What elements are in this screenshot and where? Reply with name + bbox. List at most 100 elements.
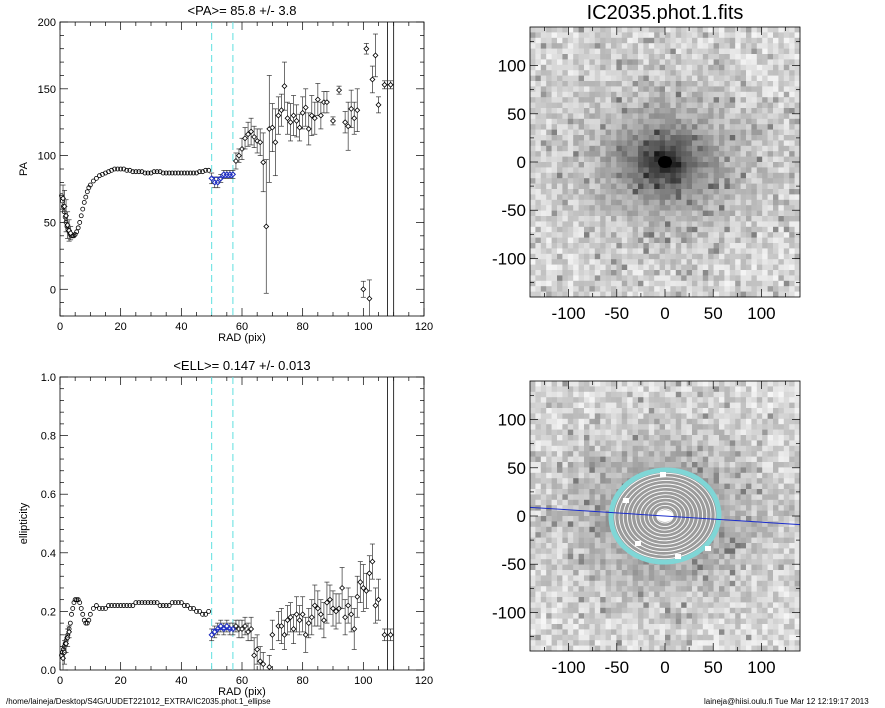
- image-pixel: [724, 70, 731, 76]
- data-point: [97, 173, 102, 179]
- image-pixel: [546, 586, 552, 592]
- image-pixel: [654, 408, 660, 414]
- image-pixel: [751, 27, 758, 33]
- image-pixel: [713, 226, 720, 233]
- image-pixel: [735, 270, 741, 276]
- image-pixel: [643, 253, 650, 260]
- image-pixel: [535, 189, 542, 195]
- image-pixel: [665, 145, 671, 152]
- image-pixel: [762, 75, 768, 82]
- image-pixel: [530, 591, 536, 598]
- image-pixel: [638, 237, 644, 244]
- image-pixel: [589, 489, 596, 495]
- image-pixel: [778, 270, 785, 276]
- image-pixel: [589, 451, 596, 457]
- image-pixel: [681, 575, 687, 582]
- image-pixel: [562, 75, 569, 82]
- image-pixel: [605, 570, 612, 576]
- image-pixel: [567, 172, 574, 179]
- image-pixel: [551, 472, 558, 479]
- image-pixel: [621, 629, 628, 636]
- image-pixel: [584, 510, 590, 517]
- image-pixel: [713, 243, 720, 249]
- image-pixel: [767, 248, 774, 255]
- image-pixel: [756, 270, 763, 276]
- image-pixel: [729, 108, 736, 114]
- image-pixel: [557, 43, 563, 49]
- image-pixel: [605, 424, 612, 430]
- image-pixel: [729, 237, 736, 244]
- image-pixel: [557, 645, 563, 652]
- image-pixel: [605, 64, 612, 71]
- data-point: [293, 117, 300, 124]
- image-pixel: [702, 75, 709, 82]
- image-pixel: [605, 526, 612, 533]
- image-pixel: [756, 113, 763, 120]
- image-pixel: [773, 97, 779, 103]
- image-pixel: [594, 397, 601, 403]
- image-pixel: [578, 81, 585, 87]
- image-pixel: [562, 259, 569, 265]
- image-pixel: [638, 264, 644, 271]
- image-pixel: [643, 629, 650, 636]
- image-pixel: [675, 70, 682, 76]
- image-pixel: [535, 286, 542, 292]
- image-pixel: [719, 102, 725, 109]
- image-pixel: [648, 248, 655, 255]
- image-pixel: [578, 602, 585, 609]
- image-pixel: [670, 70, 677, 76]
- image-pixel: [530, 429, 536, 436]
- image-pixel: [584, 386, 590, 393]
- image-pixel: [627, 640, 633, 646]
- image-pixel: [638, 156, 644, 163]
- image-pixel: [584, 553, 590, 560]
- image-pixel: [665, 194, 671, 201]
- image-pixel: [567, 472, 574, 479]
- image-pixel: [735, 37, 741, 44]
- image-pixel: [578, 113, 585, 120]
- image-pixel: [611, 435, 617, 441]
- image-pixel: [584, 456, 590, 463]
- image-pixel: [697, 440, 704, 447]
- image-pixel: [681, 156, 687, 163]
- image-pixel: [756, 275, 763, 282]
- image-pixel: [767, 167, 774, 174]
- image-pixel: [692, 129, 698, 136]
- image-pixel: [756, 264, 763, 271]
- image-pixel: [778, 205, 785, 211]
- image-pixel: [616, 575, 623, 582]
- image-pixel: [600, 81, 606, 87]
- image-pixel: [616, 624, 623, 630]
- image-pixel: [740, 129, 747, 136]
- image-pixel: [621, 59, 628, 66]
- image-pixel: [589, 613, 596, 619]
- image-pixel: [697, 291, 704, 298]
- image-pixel: [540, 118, 547, 125]
- image-pixel: [562, 462, 569, 468]
- image-pixel: [562, 645, 569, 652]
- image-pixel: [616, 70, 623, 76]
- image-pixel: [729, 118, 736, 125]
- image-pixel: [551, 54, 558, 60]
- image-pixel: [659, 275, 666, 282]
- image-pixel: [638, 580, 644, 587]
- data-point: [109, 603, 114, 608]
- image-pixel: [697, 113, 704, 120]
- image-pixel: [594, 64, 601, 71]
- image-pixel: [767, 91, 774, 98]
- image-pixel: [729, 172, 736, 179]
- data-point: [163, 170, 169, 176]
- image-pixel: [611, 543, 617, 549]
- y-tick-label: 0.8: [41, 431, 56, 443]
- image-pixel: [567, 243, 574, 249]
- y-tick-label: 150: [38, 84, 56, 96]
- image-pixel: [724, 286, 731, 292]
- image-pixel: [767, 183, 774, 190]
- image-pixel: [551, 264, 558, 271]
- image-pixel: [697, 429, 704, 436]
- image-pixel: [551, 418, 558, 425]
- image-pixel: [600, 286, 606, 292]
- image-pixel: [751, 183, 758, 190]
- image-pixel: [665, 645, 671, 652]
- image-pixel: [762, 194, 768, 201]
